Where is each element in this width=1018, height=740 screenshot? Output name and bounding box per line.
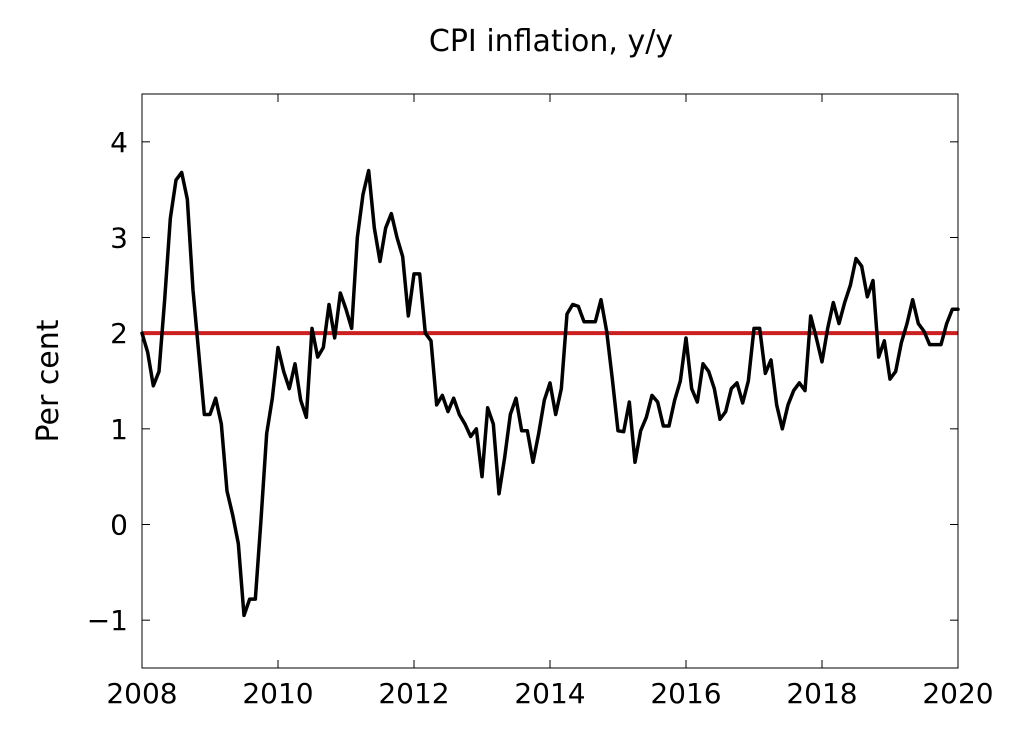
y-tick-label: 4 bbox=[110, 126, 128, 159]
y-tick-label: 1 bbox=[110, 413, 128, 446]
series-line-0 bbox=[140, 168, 960, 618]
x-tick-group: 2008 2010 2012 2014 2016 2018 2020 bbox=[106, 94, 994, 710]
x-tick-label: 2012 bbox=[378, 677, 449, 710]
y-tick-label: 3 bbox=[110, 222, 128, 255]
x-tick-label: 2018 bbox=[786, 677, 857, 710]
y-tick-group: −1 0 1 2 3 4 bbox=[87, 126, 958, 637]
x-tick-label: 2014 bbox=[514, 677, 585, 710]
chart-title: CPI inflation, y/y bbox=[429, 24, 673, 59]
x-tick-label: 2008 bbox=[106, 677, 177, 710]
x-tick-label: 2010 bbox=[242, 677, 313, 710]
x-tick-label: 2016 bbox=[650, 677, 721, 710]
x-tick-label: 2020 bbox=[922, 677, 993, 710]
y-tick-label: 0 bbox=[110, 509, 128, 542]
plot-frame bbox=[141, 93, 959, 669]
series-group bbox=[140, 168, 960, 618]
y-tick-label: −1 bbox=[87, 604, 128, 637]
y-tick-label: 2 bbox=[110, 317, 128, 350]
y-axis-label: Per cent bbox=[31, 319, 66, 442]
